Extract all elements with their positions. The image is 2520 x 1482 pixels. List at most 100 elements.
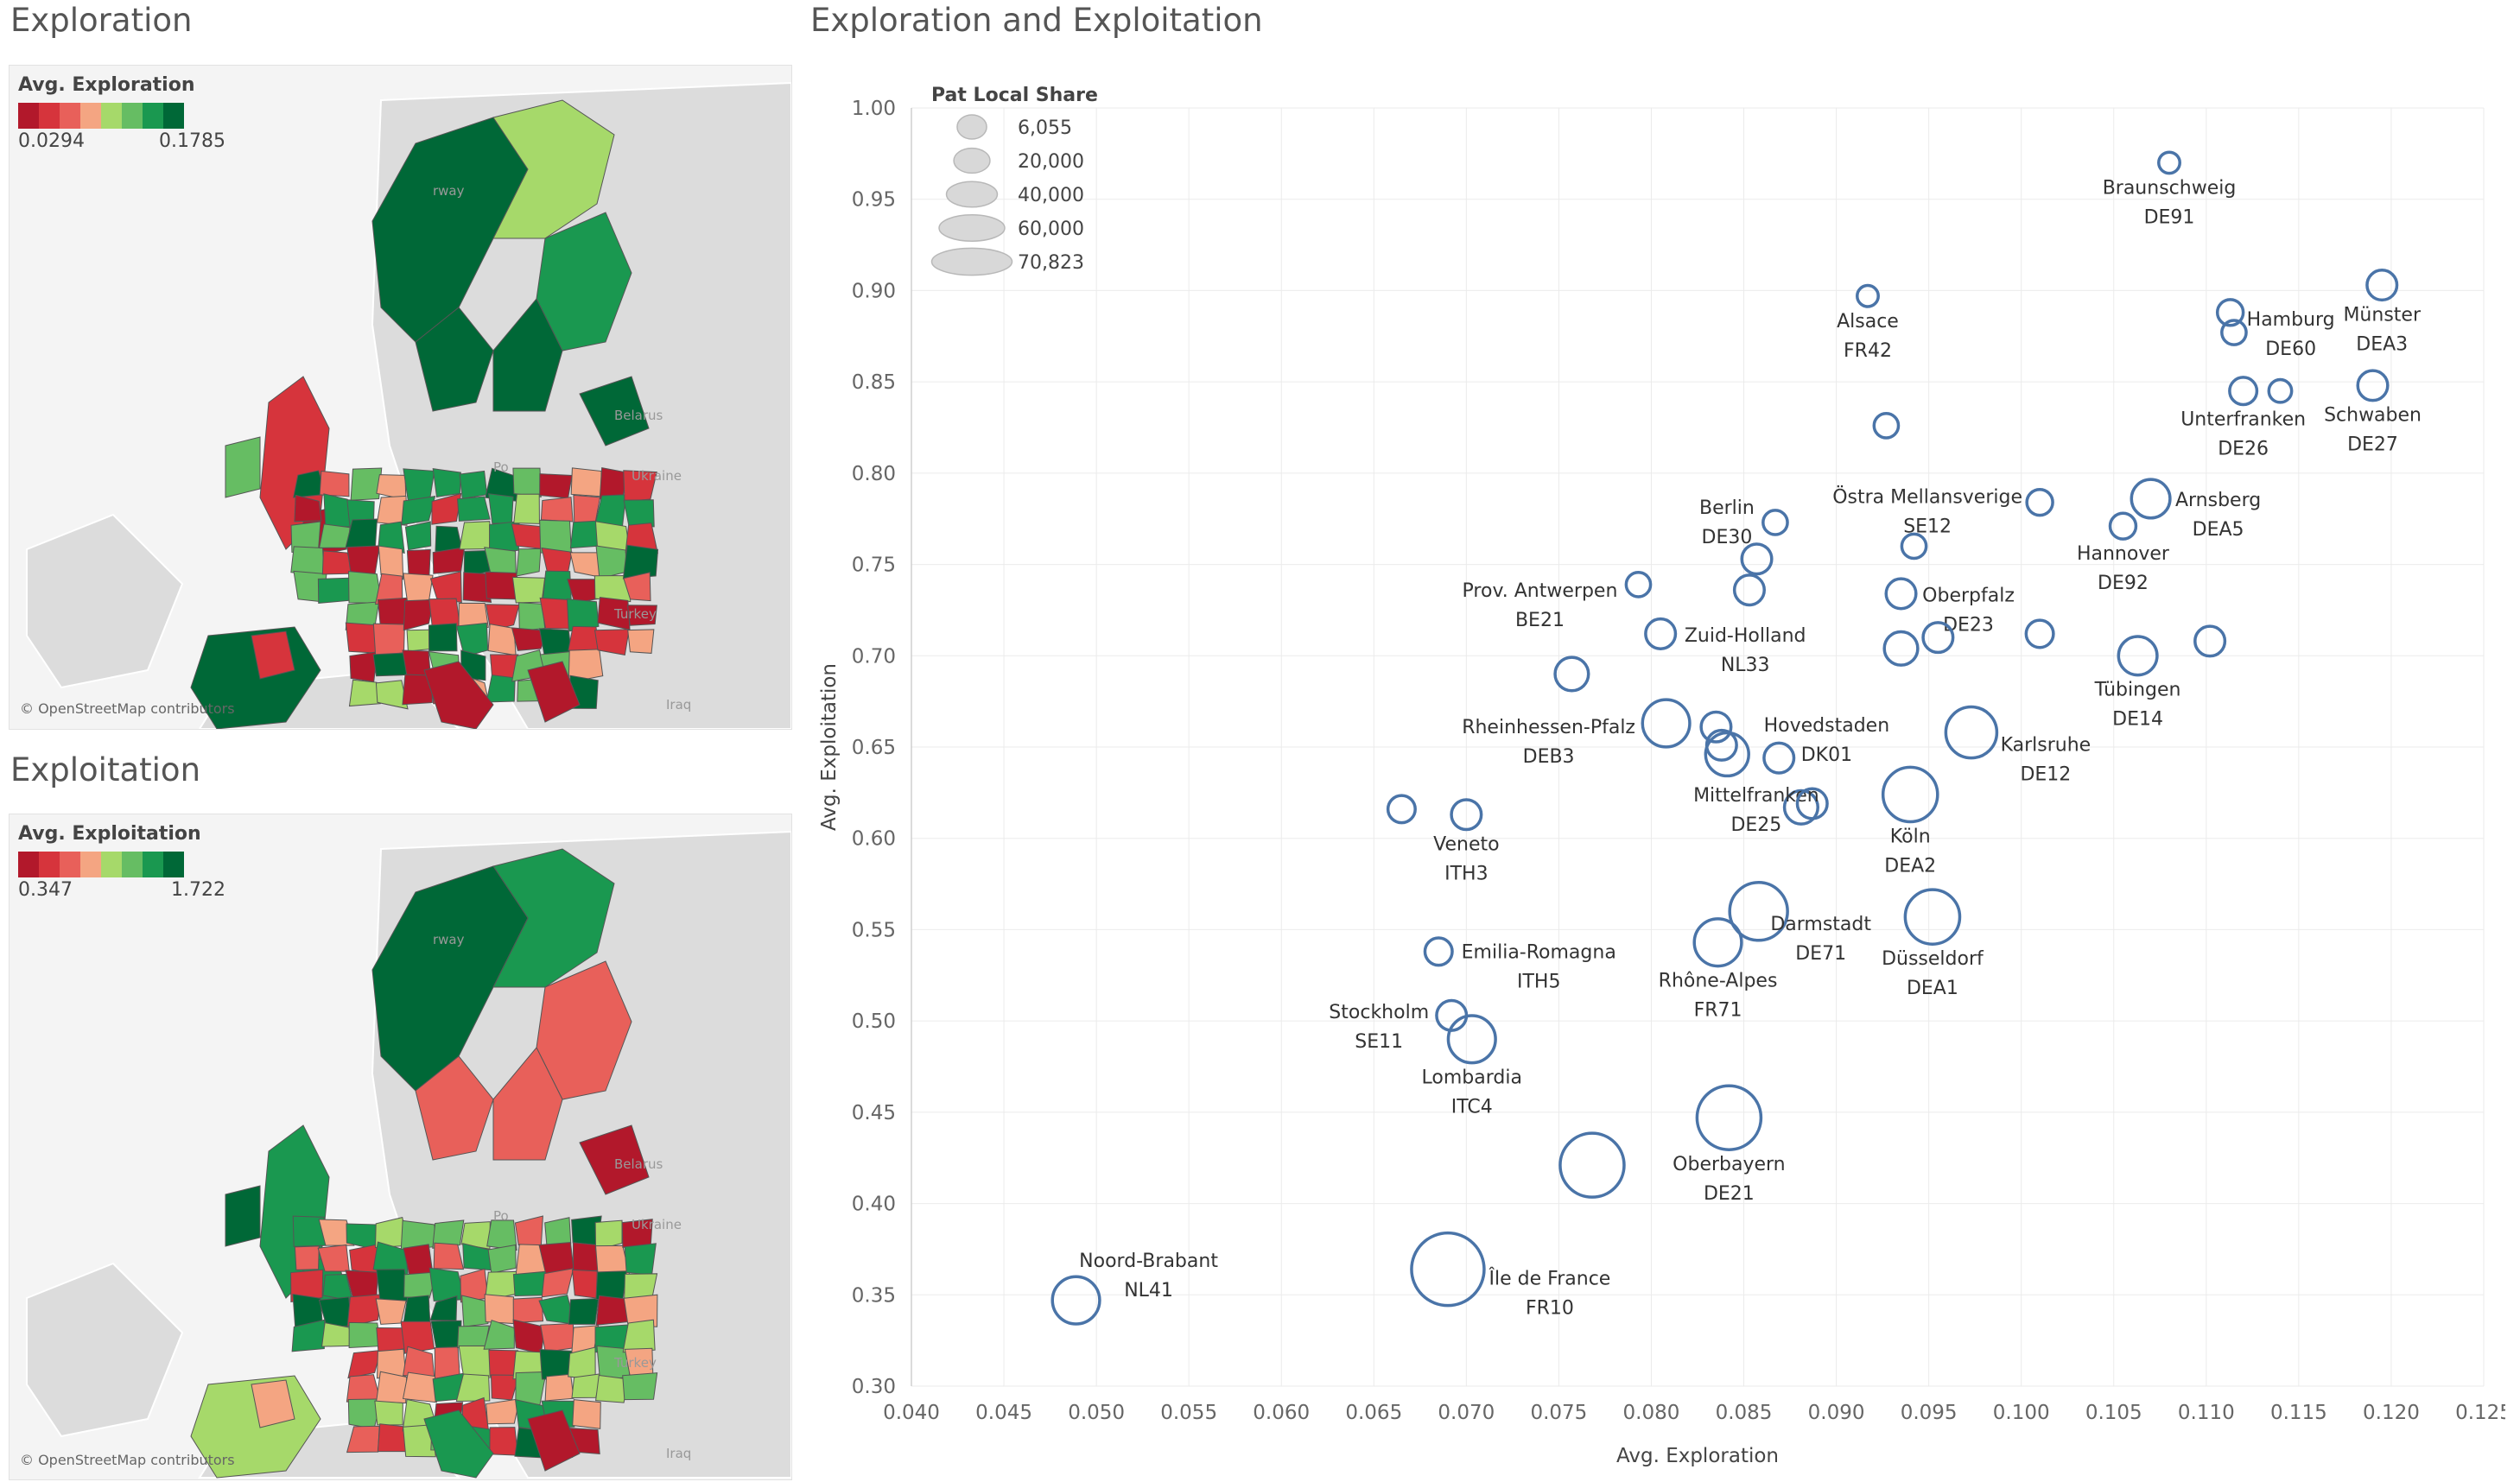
region-shape[interactable] — [378, 521, 405, 554]
scatter-point[interactable] — [1795, 787, 1829, 820]
scatter-point[interactable] — [2356, 369, 2390, 402]
region-shape[interactable] — [432, 1219, 465, 1249]
region-shape[interactable] — [461, 1295, 492, 1327]
region-shape[interactable] — [429, 571, 462, 604]
scatter-point[interactable] — [1624, 570, 1653, 598]
region-shape[interactable] — [626, 605, 657, 626]
region-shape[interactable] — [432, 546, 466, 574]
region-shape[interactable] — [594, 629, 630, 656]
region-shape[interactable] — [624, 1243, 657, 1276]
region-shape[interactable] — [459, 521, 493, 550]
scatter-point[interactable] — [1704, 731, 1750, 778]
region-shape[interactable] — [462, 572, 492, 603]
scatter-point[interactable] — [1410, 1231, 1486, 1308]
region-shape[interactable] — [488, 493, 514, 524]
scatter-point[interactable] — [2117, 635, 2159, 677]
region-shape[interactable] — [527, 1409, 581, 1472]
scatter-point[interactable] — [2365, 269, 2399, 302]
region-shape[interactable] — [571, 1269, 598, 1299]
region-shape[interactable] — [492, 1047, 563, 1161]
region-shape[interactable] — [623, 470, 657, 503]
scatter-point[interactable] — [2025, 487, 2054, 517]
region-shape[interactable] — [346, 1294, 382, 1327]
region-shape[interactable] — [431, 492, 462, 525]
exploration-map-credit[interactable]: © OpenStreetMap contributors — [20, 700, 235, 717]
region-shape[interactable] — [403, 598, 435, 631]
region-shape[interactable] — [485, 571, 518, 600]
region-shape[interactable] — [623, 1294, 658, 1327]
scatter-point[interactable] — [1695, 1084, 1763, 1151]
region-shape[interactable] — [486, 1398, 521, 1425]
region-shape[interactable] — [541, 1268, 574, 1298]
region-shape[interactable] — [540, 1322, 574, 1353]
region-shape[interactable] — [459, 470, 488, 500]
scatter-point[interactable] — [1446, 1014, 1497, 1065]
scatter-point[interactable] — [2108, 511, 2138, 541]
region-shape[interactable] — [415, 307, 494, 412]
region-shape[interactable] — [487, 1244, 517, 1274]
region-shape[interactable] — [348, 1321, 382, 1348]
region-shape[interactable] — [374, 1400, 403, 1426]
region-shape[interactable] — [492, 99, 615, 239]
scatter-point[interactable] — [2228, 376, 2259, 407]
region-shape[interactable] — [539, 473, 573, 499]
scatter-point[interactable] — [2130, 478, 2172, 520]
region-shape[interactable] — [372, 652, 409, 677]
region-shape[interactable] — [456, 496, 491, 522]
region-shape[interactable] — [518, 602, 546, 632]
exploration-map[interactable]: Belarus Ukraine Turkey Iraq rway Po Avg. Expl… — [9, 65, 792, 730]
scatter-point[interactable] — [1728, 881, 1789, 942]
region-shape[interactable] — [457, 1325, 490, 1349]
region-shape[interactable] — [319, 470, 350, 497]
scatter-point[interactable] — [1740, 542, 1774, 576]
region-shape[interactable] — [251, 630, 295, 680]
region-shape[interactable] — [512, 1270, 548, 1296]
region-shape[interactable] — [595, 1270, 628, 1301]
scatter-point[interactable] — [1944, 705, 1999, 760]
region-shape[interactable] — [513, 493, 540, 524]
region-shape[interactable] — [541, 547, 573, 573]
scatter-point[interactable] — [1903, 888, 1962, 946]
region-shape[interactable] — [622, 1372, 658, 1401]
region-shape[interactable] — [594, 1219, 623, 1251]
region-shape[interactable] — [540, 497, 574, 522]
region-shape[interactable] — [350, 467, 383, 501]
region-shape[interactable] — [423, 661, 494, 729]
region-shape[interactable] — [225, 436, 261, 498]
region-shape[interactable] — [376, 1327, 406, 1353]
region-shape[interactable] — [251, 1379, 295, 1428]
region-shape[interactable] — [225, 1185, 261, 1247]
region-shape[interactable] — [423, 1409, 494, 1479]
scatter-point[interactable] — [1644, 617, 1678, 650]
scatter-point[interactable] — [1884, 577, 1918, 611]
region-shape[interactable] — [347, 1349, 382, 1379]
region-shape[interactable] — [512, 1296, 544, 1323]
region-shape[interactable] — [483, 1320, 515, 1350]
scatter-point[interactable] — [1856, 283, 1880, 308]
scatter-chart[interactable]: 0.040 0.045 0.050 0.055 0.060 0.065 0.070 0.075… — [812, 60, 2505, 1477]
region-shape[interactable] — [317, 577, 351, 604]
region-shape[interactable] — [623, 499, 655, 528]
region-shape[interactable] — [486, 674, 516, 703]
scatter-point[interactable] — [2157, 150, 2181, 175]
scatter-point[interactable] — [1641, 698, 1692, 749]
region-shape[interactable] — [291, 1319, 326, 1352]
region-shape[interactable] — [568, 1297, 600, 1325]
region-shape[interactable] — [400, 1320, 435, 1354]
scatter-point[interactable] — [1881, 765, 1939, 824]
scatter-point[interactable] — [1692, 917, 1743, 968]
region-shape[interactable] — [294, 494, 322, 522]
region-shape[interactable] — [403, 1271, 438, 1299]
region-shape[interactable] — [569, 520, 600, 549]
region-shape[interactable] — [622, 544, 659, 580]
region-shape[interactable] — [406, 629, 433, 652]
region-shape[interactable] — [622, 1319, 656, 1353]
region-shape[interactable] — [372, 623, 405, 658]
region-shape[interactable] — [378, 545, 404, 580]
exploitation-map-credit[interactable]: © OpenStreetMap contributors — [20, 1452, 235, 1468]
region-shape[interactable] — [455, 1373, 491, 1402]
scatter-point[interactable] — [1553, 656, 1590, 693]
scatter-point[interactable] — [1051, 1275, 1101, 1326]
region-shape[interactable] — [290, 1269, 324, 1303]
region-shape[interactable] — [511, 627, 548, 651]
